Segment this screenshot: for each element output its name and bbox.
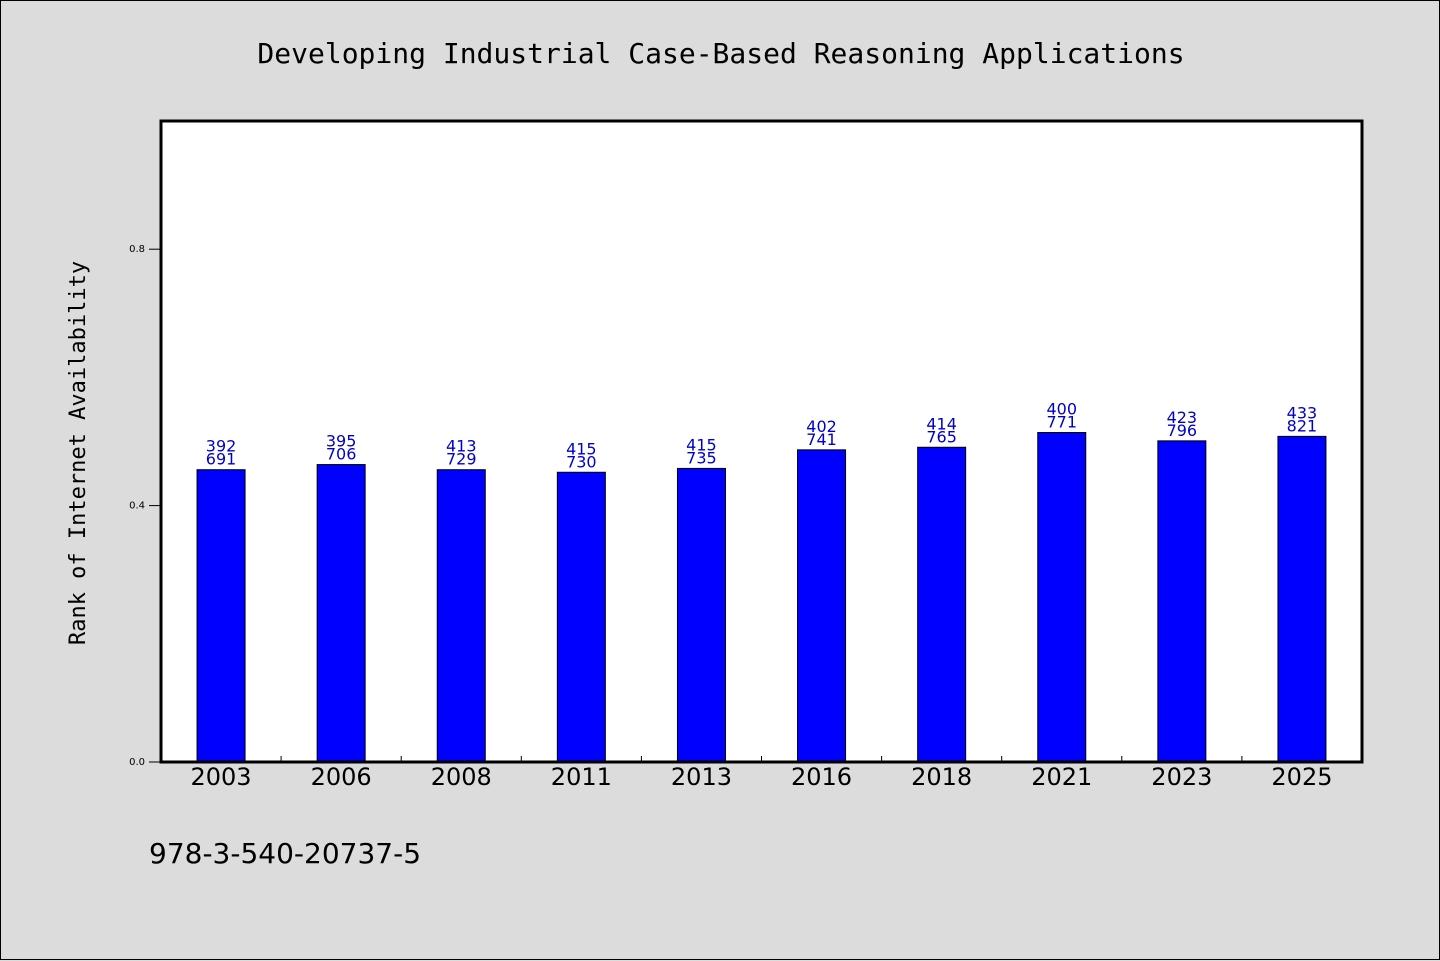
x-tick-label: 2006 [311, 763, 372, 791]
bar-2018 [917, 446, 967, 763]
bar-2011 [556, 471, 606, 763]
x-tick-label: 2016 [791, 763, 852, 791]
y-axis-label: Rank of Internet Availability [66, 261, 91, 645]
y-tick-label: 0.0 [129, 757, 145, 768]
data-label-bottom: 691 [206, 450, 237, 469]
bars [196, 432, 1327, 763]
x-tick-label: 2003 [191, 763, 252, 791]
x-tick-label: 2011 [551, 763, 612, 791]
x-tick-label: 2025 [1271, 763, 1332, 791]
bar-2016 [797, 449, 847, 763]
bar-2008 [436, 469, 486, 763]
data-label-bottom: 729 [446, 450, 477, 469]
footnote: 978-3-540-20737-5 [149, 837, 421, 870]
data-label-top: 433 [1287, 403, 1318, 422]
data-label-top: 423 [1167, 408, 1198, 427]
data-label-top: 400 [1046, 400, 1077, 419]
chart-title: Developing Industrial Case-Based Reasoni… [257, 37, 1184, 70]
data-label-top: 414 [926, 414, 957, 433]
data-label-bottom: 796 [1167, 421, 1198, 440]
data-label-top: 413 [446, 437, 477, 456]
x-tick-label: 2021 [1031, 763, 1092, 791]
bar-2023 [1157, 440, 1207, 763]
y-tick-label: 0.8 [129, 244, 145, 255]
y-tick-label: 0.4 [129, 501, 145, 512]
data-label-top: 402 [806, 417, 837, 436]
bar-2006 [316, 464, 366, 763]
data-label-bottom: 730 [566, 452, 597, 471]
data-label-top: 415 [566, 439, 597, 458]
x-tick-label: 2008 [431, 763, 492, 791]
bar-2013 [676, 467, 726, 763]
x-tick-label: 2013 [671, 763, 732, 791]
data-label-top: 395 [326, 432, 357, 451]
data-label-bottom: 735 [686, 448, 717, 467]
data-label-bottom: 706 [326, 445, 357, 464]
bar-2021 [1037, 432, 1087, 763]
data-label-bottom: 741 [806, 430, 837, 449]
data-label-bottom: 821 [1287, 416, 1318, 435]
bar-2003 [196, 469, 246, 763]
x-tick-label: 2023 [1151, 763, 1212, 791]
data-label-bottom: 765 [926, 427, 957, 446]
x-tick-labels: 2003 2006 2008 2011 2013 2016 2018 2021 2023 2025 [191, 763, 1333, 791]
data-label-top: 392 [206, 437, 237, 456]
bar-2025 [1277, 435, 1327, 763]
data-label-top: 415 [686, 435, 717, 454]
x-tick-label: 2018 [911, 763, 972, 791]
plot-border [159, 119, 1364, 764]
data-label-bottom: 771 [1046, 413, 1077, 432]
